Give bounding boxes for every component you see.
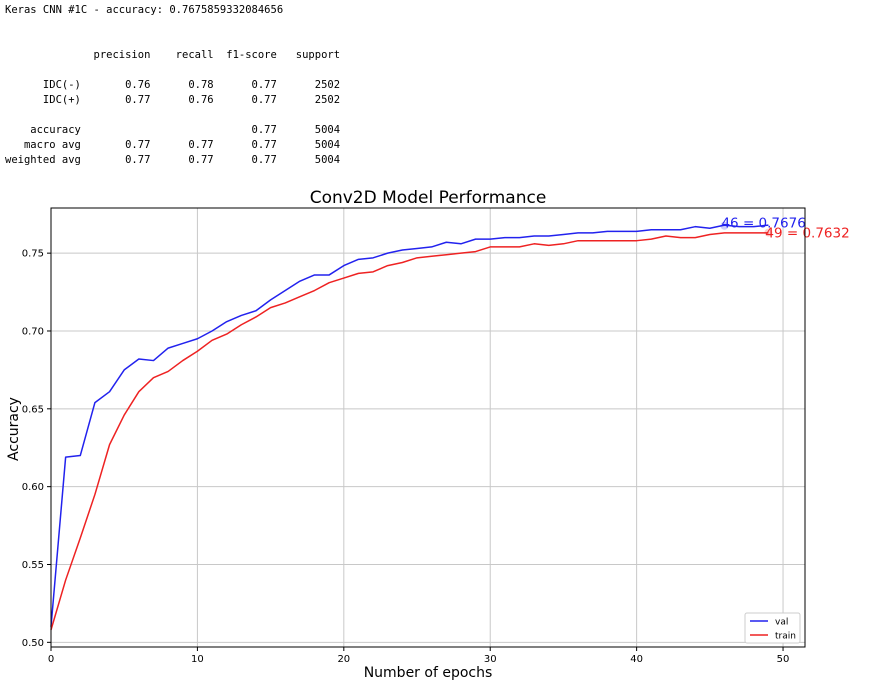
- y-tick-label: 0.50: [22, 638, 44, 649]
- x-tick-label: 50: [777, 654, 790, 665]
- y-tick-label: 0.65: [22, 404, 44, 415]
- annotation-label: 49 = 0.7632: [765, 226, 849, 242]
- grid-lines: [50, 208, 805, 647]
- x-tick-label: 40: [630, 654, 643, 665]
- y-axis-label: Accuracy: [6, 397, 22, 461]
- y-tick-label: 0.75: [22, 249, 44, 260]
- y-tick-label: 0.60: [22, 482, 44, 493]
- series-line-val: [50, 224, 769, 627]
- series-lines: [50, 224, 769, 631]
- series-line-train: [50, 232, 769, 631]
- y-tick-label: 0.55: [22, 560, 44, 571]
- y-tick-label: 0.70: [22, 326, 44, 337]
- x-tick-label: 30: [484, 654, 497, 665]
- annotation-label: 46 = 0.7676: [721, 216, 805, 232]
- x-tick-label: 20: [337, 654, 350, 665]
- classification-report: Keras CNN #1C - accuracy: 0.767585933208…: [5, 4, 341, 166]
- axis-ticks: 0 10 20 30 40 50 0.50 0.55 0.60 0.65 0.70 0.75: [22, 249, 790, 665]
- chart-title: Conv2D Model Performance: [310, 188, 547, 208]
- x-tick-label: 0: [48, 654, 54, 665]
- x-tick-label: 10: [191, 654, 204, 665]
- annotation-marker: [720, 221, 729, 230]
- annotation-marker: [764, 228, 773, 237]
- plot-frame: [50, 207, 806, 648]
- legend-label-val: val: [775, 618, 788, 628]
- x-axis-label: Number of epochs: [364, 665, 493, 681]
- legend: val train: [744, 612, 801, 644]
- legend-label-train: train: [775, 632, 796, 642]
